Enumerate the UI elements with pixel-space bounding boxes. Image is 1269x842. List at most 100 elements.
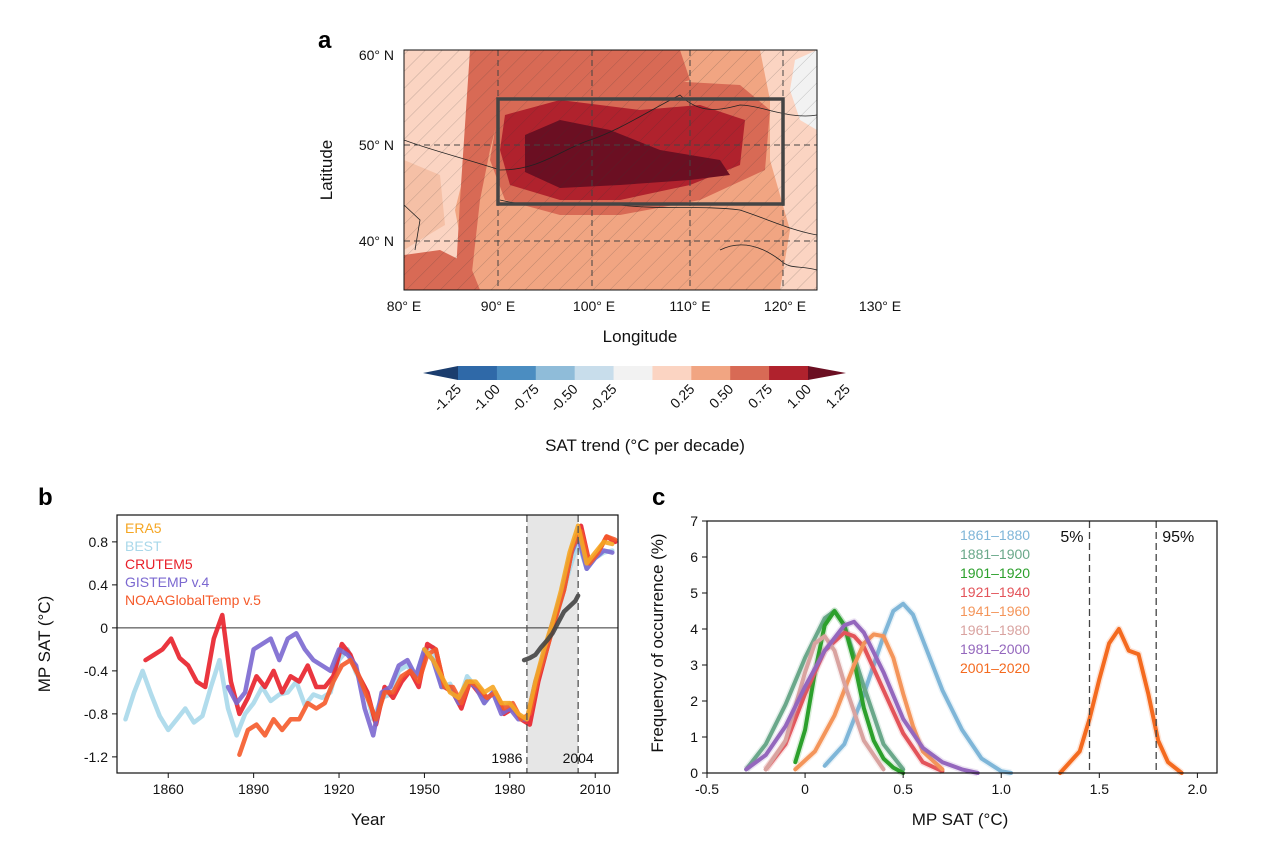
panel-c-legend: 1861–1880 1881–1900 1901–1920 1921–1940 …: [960, 527, 1030, 676]
y-tick-label: 0: [100, 620, 108, 636]
colorbar-tick: 0.75: [745, 381, 776, 412]
y-tick-label: 6: [690, 549, 698, 565]
colorbar-tick: -1.25: [430, 381, 464, 415]
x-tick-label: 1860: [153, 781, 184, 797]
y-tick-label: 0.4: [89, 577, 109, 593]
x-tick-label: 1920: [323, 781, 354, 797]
x-tick-label: -0.5: [695, 781, 719, 797]
legend-item-1921-1940: 1921–1940: [960, 584, 1030, 600]
legend-item-2001-2020: 2001–2020: [960, 660, 1030, 676]
colorbar-segment: [535, 366, 576, 380]
x-tick-label: 0.5: [893, 781, 913, 797]
panel-b-xlabel: Year: [351, 810, 386, 829]
y-tick-label: 5: [690, 585, 698, 601]
border-line-1: [404, 94, 817, 171]
y-tick-label: 3: [690, 657, 698, 673]
panel-b-frame: [116, 514, 619, 774]
map-ytick: 50° N: [359, 137, 394, 153]
legend-item-1961-1980: 1961–1980: [960, 622, 1030, 638]
study-region-box: [496, 97, 785, 206]
series-line-c-1: [744, 609, 906, 772]
map-xtick: 110° E: [669, 298, 710, 314]
series-line-c-2: [793, 609, 906, 775]
legend-item-gistemp: GISTEMP v.4: [125, 574, 209, 590]
panel-b-ylabel: MP SAT (°C): [35, 596, 54, 693]
percentile-label: 95%: [1162, 529, 1194, 546]
map-ylabel: Latitude: [317, 140, 336, 201]
border-line-4: [404, 204, 421, 251]
legend-item-noaa: NOAAGlobalTemp v.5: [125, 592, 261, 608]
colorbar-segment: [769, 366, 809, 380]
legend-item-1881-1900: 1881–1900: [960, 546, 1030, 562]
x-tick-label: 2.0: [1188, 781, 1208, 797]
map-xtick: 90° E: [481, 298, 515, 314]
border-line-3: [719, 244, 817, 271]
colorbar-ticks: -1.25 -1.00 -0.75 -0.50 -0.25 0.25 0.50 0.75 1.0…: [430, 381, 853, 415]
x-tick-label: 1.0: [991, 781, 1011, 797]
legend-item-1941-1960: 1941–1960: [960, 603, 1030, 619]
colorbar-segment: [691, 366, 731, 380]
panel-c-ylabel: Frequency of occurrence (%): [648, 533, 667, 752]
series-line-c-4: [793, 632, 945, 772]
colorbar-tick: -0.25: [586, 381, 620, 415]
y-tick-label: 7: [690, 513, 698, 529]
map-xticks: 80° E 90° E 100° E 110° E 120° E 130° E: [387, 298, 901, 314]
map-xtick: 130° E: [859, 298, 901, 314]
series-line-c-3: [763, 630, 945, 774]
map-yticks: 60° N 50° N 40° N: [359, 47, 394, 249]
panel-c-frame: [706, 520, 1218, 774]
y-tick-label: 4: [690, 621, 698, 637]
legend-item-crutem5: CRUTEM5: [125, 556, 193, 572]
map-xtick: 120° E: [764, 298, 806, 314]
colorbar-extend-max: [808, 366, 846, 380]
period-annotation: 1986: [491, 750, 522, 766]
y-tick-label: 2: [690, 693, 698, 709]
map-xtick: 80° E: [387, 298, 421, 314]
map-frame: [403, 49, 818, 291]
map-xlabel: Longitude: [603, 327, 678, 346]
legend-item-1861-1880: 1861–1880: [960, 527, 1030, 543]
x-tick-label: 1950: [409, 781, 440, 797]
colorbar-segment: [496, 366, 537, 380]
x-tick-label: 1.5: [1090, 781, 1110, 797]
colorbar-segment: [730, 366, 770, 380]
series-line-c-0: [822, 601, 1013, 775]
colorbar: [423, 366, 846, 380]
colorbar-tick: 1.00: [784, 381, 815, 412]
x-tick-label: 2010: [580, 781, 611, 797]
series-line-b-5: [521, 593, 581, 663]
panel-b-plot: 1986 2004 1860 1890 1920 1950 1980 2010 0.8 0.4 0 -…: [84, 514, 619, 797]
panel-a-label: a: [318, 27, 332, 54]
panel-b-label: b: [38, 484, 53, 511]
series-line-b-4: [422, 523, 615, 722]
series-line-c-7: [1058, 627, 1184, 775]
y-tick-label: -1.2: [84, 749, 108, 765]
colorbar-tick: -0.50: [547, 381, 581, 415]
legend-item-1981-2000: 1981–2000: [960, 641, 1030, 657]
colorbar-tick: 0.50: [706, 381, 737, 412]
map-xtick: 100° E: [573, 298, 615, 314]
panel-b-legend: ERA5 BEST CRUTEM5 GISTEMP v.4 NOAAGlobal…: [125, 520, 261, 608]
colorbar-tick: -0.75: [508, 381, 542, 415]
legend-item-era5: ERA5: [125, 520, 162, 536]
y-tick-label: -0.8: [84, 706, 108, 722]
panel-c-xlabel: MP SAT (°C): [912, 810, 1009, 829]
colorbar-segment: [652, 366, 692, 380]
series-group: [123, 523, 618, 757]
x-tick-label: 1890: [238, 781, 269, 797]
period-annotation: 2004: [563, 750, 594, 766]
map-ytick: 40° N: [359, 233, 394, 249]
colorbar-segment: [458, 366, 498, 380]
y-tick-label: 0.8: [89, 534, 109, 550]
colorbar-tick: 1.25: [822, 381, 853, 412]
y-tick-label: 0: [690, 765, 698, 781]
y-tick-label: -0.4: [84, 663, 108, 679]
legend-item-best: BEST: [125, 538, 162, 554]
colorbar-tick: -1.00: [469, 381, 503, 415]
series-line-c-5: [763, 634, 886, 772]
colorbar-tick: 0.25: [667, 381, 698, 412]
percentile-label: 5%: [1060, 529, 1083, 546]
significance-hatching: [404, 50, 817, 290]
